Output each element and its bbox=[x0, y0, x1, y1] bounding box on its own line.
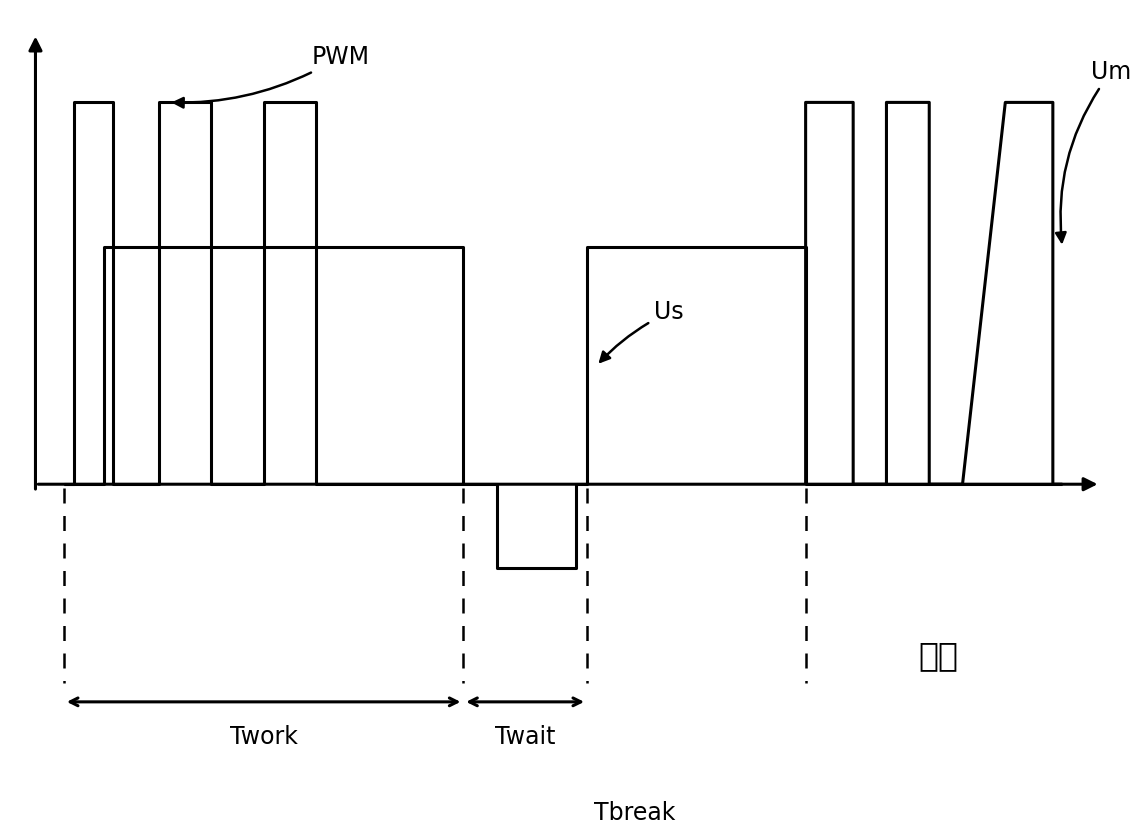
Text: Twait: Twait bbox=[495, 724, 556, 748]
Text: Us: Us bbox=[601, 300, 683, 361]
Text: 时间: 时间 bbox=[919, 639, 959, 672]
Text: Um: Um bbox=[1057, 60, 1131, 242]
Text: Tbreak: Tbreak bbox=[594, 801, 675, 825]
Text: Twork: Twork bbox=[229, 724, 298, 748]
Text: PWM: PWM bbox=[174, 45, 369, 108]
